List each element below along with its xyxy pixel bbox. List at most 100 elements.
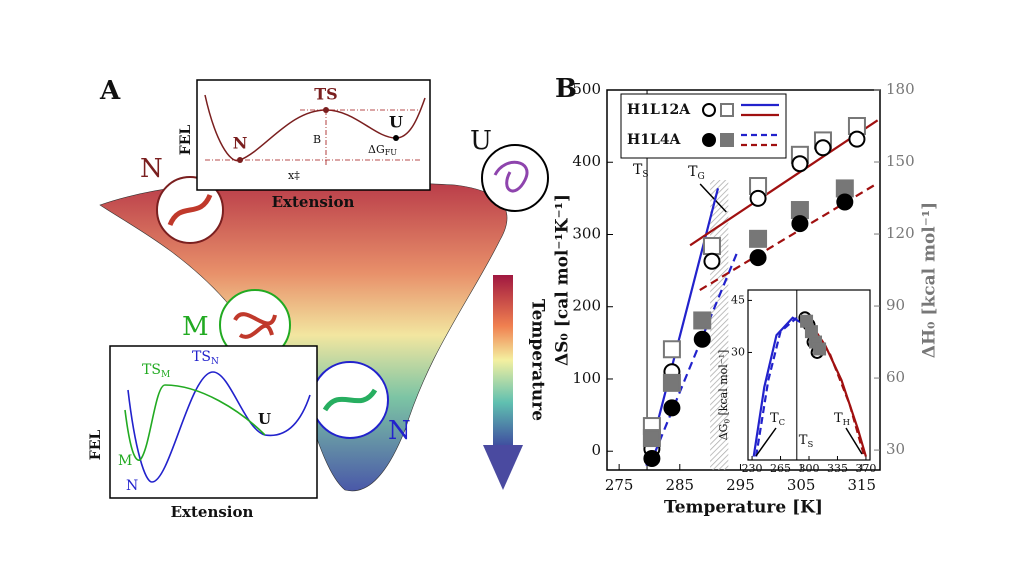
x-tick-label: 305 [787, 476, 816, 494]
curve [755, 316, 798, 457]
tg-arrow [699, 183, 727, 213]
point [749, 249, 767, 267]
y-tick-label: 0 [591, 441, 601, 459]
point [643, 449, 661, 467]
label-sub: S [807, 438, 813, 448]
annotation: ΔG0 [kcal mol⁻¹] [717, 350, 731, 441]
axis-label: FEL [178, 125, 194, 156]
point [749, 189, 767, 207]
point [693, 330, 711, 348]
label-main: T [770, 411, 779, 426]
label-sub: 0 [722, 419, 731, 424]
u-label: U [389, 113, 403, 132]
label-main: T [834, 411, 843, 426]
point [237, 157, 243, 163]
state-label: M [182, 312, 209, 342]
label-rest: [kcal mol⁻¹] [717, 350, 730, 419]
dg-label: ΔGFU [368, 143, 397, 157]
x-tick-label: 370 [855, 462, 876, 475]
fel-curve [204, 94, 426, 162]
point [323, 107, 329, 113]
point [814, 139, 832, 157]
x-axis-label: Temperature [K] [664, 498, 823, 518]
guide-lines [205, 109, 420, 165]
point [791, 155, 809, 173]
point [662, 340, 681, 359]
panel-b: 275 285 295 305 3150100200300400500306090120… [553, 80, 940, 518]
y2-tick-label: 30 [886, 440, 905, 458]
annotation: TG [688, 164, 705, 182]
m-label: M [118, 453, 132, 469]
y2-tick-label: 90 [886, 296, 905, 314]
plot-frame [606, 89, 881, 471]
y2-tick-label: 60 [886, 368, 905, 386]
point [848, 130, 866, 148]
x-tick-label: 295 [726, 476, 755, 494]
label-sub: G [697, 172, 704, 182]
point [702, 103, 716, 117]
point [663, 399, 681, 417]
label-sub: S [642, 170, 648, 180]
curve [752, 316, 806, 457]
u-label: U [258, 410, 271, 428]
label-main: T [799, 433, 808, 448]
state-label: N [388, 416, 411, 446]
label-sub: H [843, 416, 850, 426]
fel-curve-m [124, 384, 266, 461]
barrier-label: B [313, 133, 321, 146]
state-label: U [470, 126, 492, 156]
y2-tick-label: 150 [886, 152, 915, 170]
y2-tick-label: 180 [886, 80, 915, 98]
x-tick-label: 230 [742, 462, 763, 475]
y2-tick-label: 120 [886, 224, 915, 242]
x-tick-label: 275 [605, 476, 634, 494]
color-bar-label: Temperature [528, 299, 548, 421]
point [702, 237, 721, 256]
point [791, 215, 809, 233]
annotation: TC [770, 411, 785, 427]
arrow [845, 427, 863, 455]
y-tick-label: 300 [572, 224, 601, 242]
state-label: N [140, 154, 163, 184]
legend-label: H1L12A [627, 102, 691, 118]
point [703, 252, 721, 270]
fit-line [689, 119, 879, 247]
point [702, 133, 716, 147]
panel-label: B [555, 74, 577, 104]
point [749, 229, 768, 248]
x-tick-label: 300 [799, 462, 820, 475]
y-axis-label: ΔS₀ [cal mol⁻¹K⁻¹] [553, 194, 573, 366]
annotation: TH [834, 411, 850, 427]
panel-label: A [99, 76, 121, 106]
label-sub: C [779, 416, 785, 426]
point [693, 311, 712, 330]
annotation: TS [633, 162, 649, 180]
point [813, 342, 827, 356]
point [393, 135, 399, 141]
ts-n-label: TSN [192, 349, 219, 367]
x-tick-label: 335 [827, 462, 848, 475]
y-tick-label: 100 [572, 369, 601, 387]
point [836, 193, 854, 211]
point [800, 314, 814, 328]
axis-label: Extension [171, 503, 254, 521]
y2-axis-label: ΔH₀ [kcal mol⁻¹] [920, 202, 940, 358]
y-tick-label: 200 [572, 297, 601, 315]
protein-n [167, 193, 213, 227]
x-tick-label: 285 [665, 476, 694, 494]
n-label: N [126, 478, 138, 494]
distance-label: x‡ [288, 169, 300, 182]
point [662, 373, 681, 392]
y-tick-label: 30 [731, 345, 745, 358]
y-tick-label: 500 [572, 80, 601, 98]
fel-curve-n [127, 371, 311, 483]
ts-label: TS [314, 85, 337, 104]
top-inset [196, 79, 431, 191]
panel-a: A N U M N Temperature FEL Extension TS N… [88, 76, 549, 521]
axis-label: FEL [88, 430, 104, 461]
x-tick-label: 315 [847, 476, 876, 494]
n-label: N [233, 134, 248, 153]
label-main: T [633, 162, 643, 178]
temperature-bar [493, 275, 513, 445]
